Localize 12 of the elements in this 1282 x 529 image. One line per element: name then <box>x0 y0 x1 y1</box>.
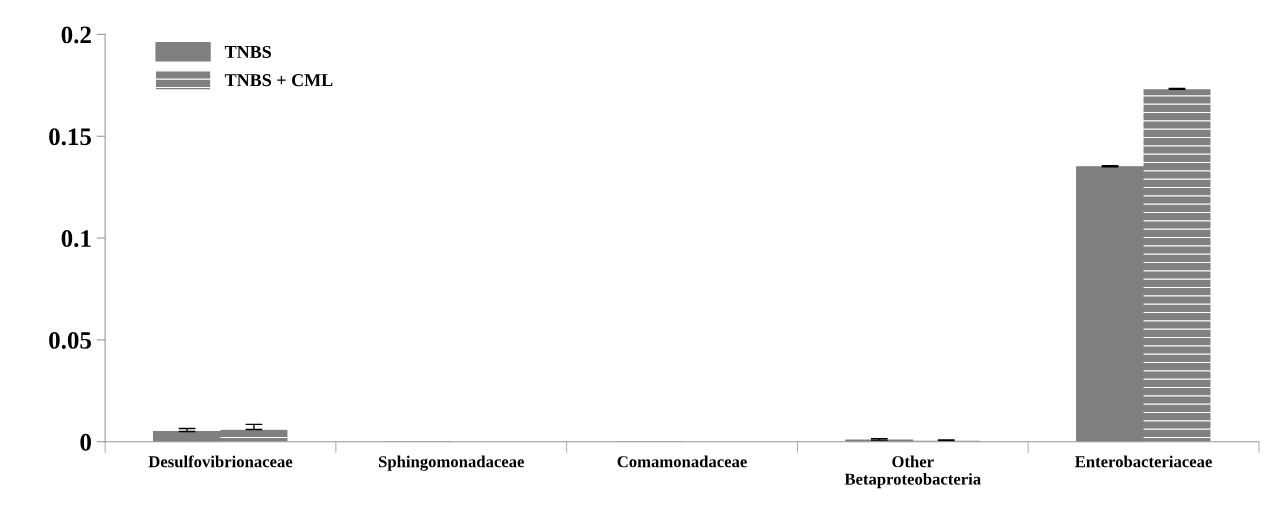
x-tick-label: Desulfovibrionaceae <box>148 455 293 468</box>
legend-label: TNBS + CML <box>224 74 333 87</box>
x-tick-label: Sphingomonadaceae <box>378 455 524 471</box>
x-tick-label: Other Betaproteobacteria <box>844 455 981 489</box>
x-tick-label: Comamonadaceae <box>617 455 747 468</box>
x-tick-label: Enterobacteriaceae <box>1075 455 1212 468</box>
legend-label: TNBS <box>224 45 271 59</box>
y-tick-label: 0 <box>80 433 91 451</box>
y-tick-label: 0.15 <box>49 128 92 146</box>
y-tick-label: 0.05 <box>49 331 92 349</box>
y-tick-label: 0.2 <box>61 26 91 44</box>
y-tick-label: 0.1 <box>61 230 91 248</box>
